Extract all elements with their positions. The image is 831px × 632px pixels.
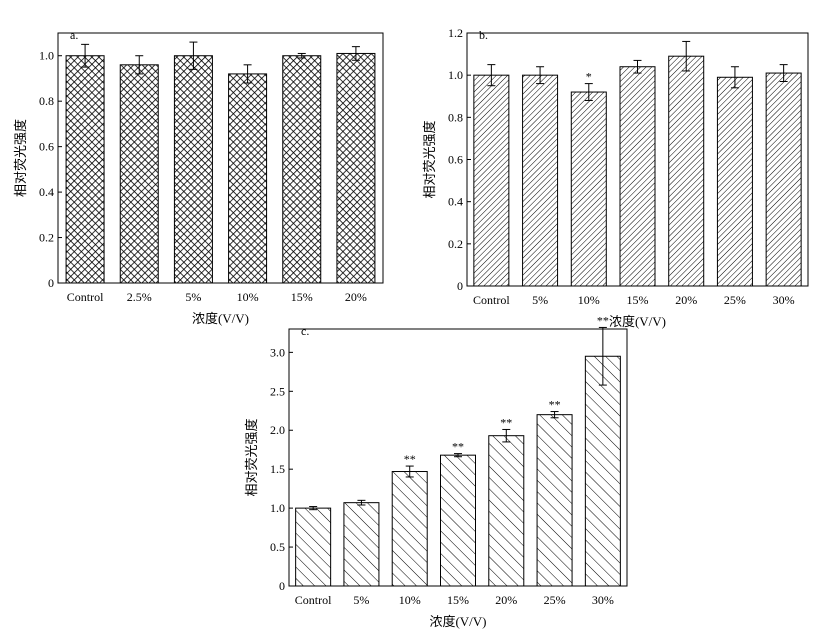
x-axis-label: 浓度(V/V) xyxy=(192,311,249,326)
x-tick-label: Control xyxy=(67,290,104,304)
y-tick-label: 1.5 xyxy=(270,462,285,476)
x-tick-label: 20% xyxy=(675,293,697,307)
x-tick-label: 20% xyxy=(345,290,367,304)
bar xyxy=(765,72,802,287)
bar xyxy=(343,502,380,587)
y-tick-label: 0.8 xyxy=(39,94,54,108)
y-tick-label: 3.0 xyxy=(270,345,285,359)
bar xyxy=(716,76,753,287)
bar xyxy=(173,55,213,284)
x-axis-label: 浓度(V/V) xyxy=(429,614,486,629)
bar xyxy=(570,91,607,287)
bar xyxy=(336,52,376,284)
x-tick-label: 25% xyxy=(724,293,746,307)
x-tick-label: 5% xyxy=(532,293,548,307)
panel-label: a. xyxy=(70,28,78,42)
bar xyxy=(536,414,573,587)
x-tick-label: 10% xyxy=(399,593,421,607)
y-tick-label: 0.4 xyxy=(448,195,463,209)
y-tick-label: 0.2 xyxy=(448,237,463,251)
x-tick-label: Control xyxy=(473,293,510,307)
bar xyxy=(619,66,656,287)
x-tick-label: 15% xyxy=(627,293,649,307)
y-tick-label: 0.8 xyxy=(448,110,463,124)
plot-frame xyxy=(57,32,384,284)
bar xyxy=(584,355,621,587)
y-tick-label: 1.0 xyxy=(270,501,285,515)
bar xyxy=(668,55,705,287)
y-tick-label: 0.5 xyxy=(270,540,285,554)
y-tick-label: 0 xyxy=(279,579,285,593)
x-tick-label: 25% xyxy=(544,593,566,607)
significance-marker: ** xyxy=(452,440,464,454)
y-tick-label: 0 xyxy=(457,279,463,293)
bar xyxy=(119,64,159,284)
y-tick-label: 1.0 xyxy=(39,49,54,63)
panel-label: c. xyxy=(301,324,309,338)
significance-marker: ** xyxy=(549,398,561,412)
x-tick-label: 20% xyxy=(495,593,517,607)
bar xyxy=(473,74,510,287)
bar xyxy=(228,73,268,284)
x-axis-label: 浓度(V/V) xyxy=(609,314,666,329)
y-tick-label: 0 xyxy=(48,276,54,290)
x-tick-label: 10% xyxy=(578,293,600,307)
y-tick-label: 1.0 xyxy=(448,68,463,82)
y-tick-label: 0.4 xyxy=(39,185,54,199)
bar xyxy=(65,55,105,284)
x-tick-label: 15% xyxy=(447,593,469,607)
bar xyxy=(440,454,476,587)
x-tick-label: 15% xyxy=(291,290,313,304)
y-tick-label: 0.6 xyxy=(448,153,463,167)
significance-marker: ** xyxy=(404,452,416,466)
bar xyxy=(391,471,428,587)
bar xyxy=(295,507,332,587)
x-tick-label: 30% xyxy=(773,293,795,307)
x-tick-label: 30% xyxy=(592,593,614,607)
bar xyxy=(522,74,559,287)
x-tick-label: Control xyxy=(295,593,332,607)
y-axis-label: 相对荧光强度 xyxy=(13,119,28,197)
significance-marker: * xyxy=(586,70,592,84)
bar xyxy=(488,435,525,587)
y-axis-label: 相对荧光强度 xyxy=(422,120,437,198)
y-tick-label: 2.0 xyxy=(270,423,285,437)
y-tick-label: 2.5 xyxy=(270,384,285,398)
y-tick-label: 1.2 xyxy=(448,26,463,40)
x-tick-label: 10% xyxy=(237,290,259,304)
panel-label: b. xyxy=(479,28,488,42)
bar xyxy=(282,55,322,284)
y-tick-label: 0.2 xyxy=(39,231,54,245)
x-tick-label: 2.5% xyxy=(127,290,152,304)
x-tick-label: 5% xyxy=(185,290,201,304)
significance-marker: ** xyxy=(597,313,609,327)
x-tick-label: 5% xyxy=(353,593,369,607)
significance-marker: ** xyxy=(500,415,512,429)
y-axis-label: 相对荧光强度 xyxy=(244,418,259,496)
y-tick-label: 0.6 xyxy=(39,140,54,154)
